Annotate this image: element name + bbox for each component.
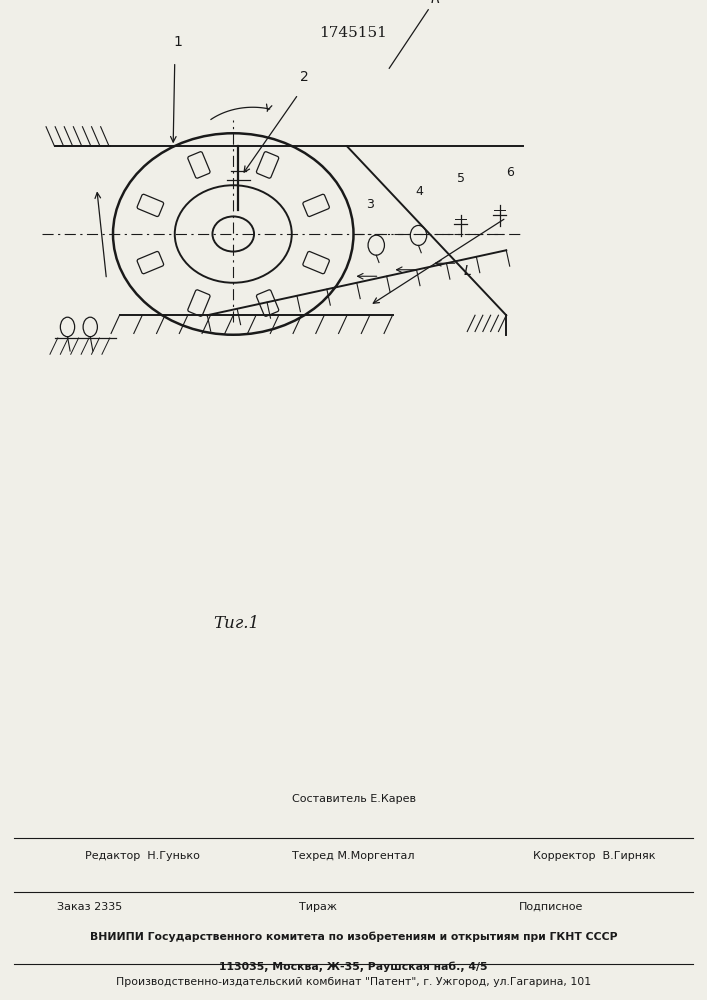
Text: 6: 6 <box>506 165 514 178</box>
Text: 113035, Москва, Ж-35, Раушская наб., 4/5: 113035, Москва, Ж-35, Раушская наб., 4/5 <box>219 962 488 972</box>
Text: Подписное: Подписное <box>519 902 584 912</box>
Text: Техред М.Моргентал: Техред М.Моргентал <box>292 851 415 861</box>
Text: 4: 4 <box>415 185 423 198</box>
Text: 1: 1 <box>173 34 182 48</box>
Text: 2: 2 <box>300 70 309 84</box>
Text: R: R <box>430 0 440 6</box>
Text: Τиг.1: Τиг.1 <box>214 615 259 633</box>
Text: Корректор  В.Гирняк: Корректор В.Гирняк <box>532 851 655 861</box>
Text: Тираж: Тираж <box>299 902 337 912</box>
Text: 5: 5 <box>457 172 465 185</box>
Text: 1745151: 1745151 <box>320 26 387 40</box>
Text: Редактор  Н.Гунько: Редактор Н.Гунько <box>85 851 199 861</box>
Text: Заказ 2335: Заказ 2335 <box>57 902 122 912</box>
Text: 3: 3 <box>366 198 375 211</box>
Text: Производственно-издательский комбинат "Патент", г. Ужгород, ул.Гагарина, 101: Производственно-издательский комбинат "П… <box>116 977 591 987</box>
Text: Составитель Е.Карев: Составитель Е.Карев <box>291 794 416 804</box>
Text: L: L <box>464 264 472 278</box>
Text: ВНИИПИ Государственного комитета по изобретениям и открытиям при ГКНТ СССР: ВНИИПИ Государственного комитета по изоб… <box>90 932 617 942</box>
